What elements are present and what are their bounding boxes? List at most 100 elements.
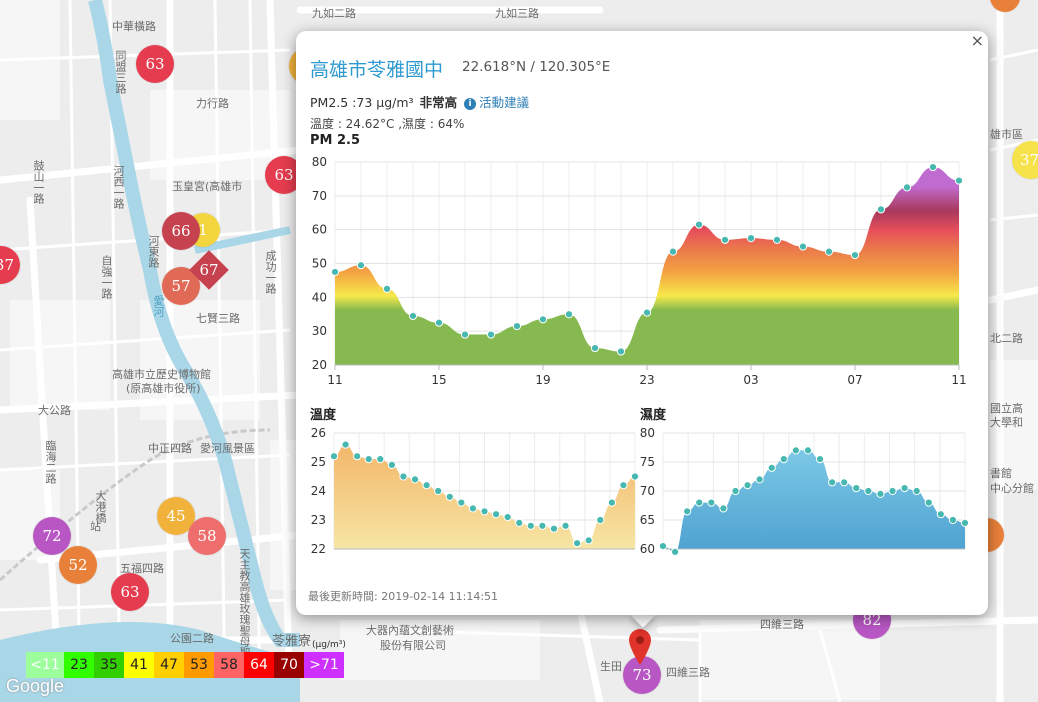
legend-item: 41 (124, 652, 154, 678)
legend-item: 23 (64, 652, 94, 678)
station-coords: 22.618°N / 120.305°E (462, 59, 611, 75)
map-label: 四維三路 (666, 666, 710, 679)
y-tick-label: 25 (311, 455, 326, 469)
legend-item: <11 (26, 652, 64, 678)
info-icon[interactable]: i (464, 98, 477, 110)
data-point (888, 486, 897, 496)
legend-unit: (µg/m³) (312, 640, 346, 650)
map-label: 臨海二路 (44, 440, 57, 484)
data-point (767, 463, 776, 472)
y-tick-label: 40 (312, 290, 327, 304)
data-point (356, 261, 366, 270)
data-point (900, 484, 909, 493)
map-label: 中華橫路 (112, 20, 156, 33)
map-label: 鼓山一路 (32, 160, 45, 204)
data-point (491, 510, 501, 519)
y-tick-label: 60 (640, 542, 655, 556)
data-point (584, 536, 593, 545)
data-point (695, 498, 704, 507)
map-label: 河西一路 (112, 165, 125, 209)
aqi-marker[interactable]: 73 (623, 656, 661, 694)
y-tick-label: 22 (311, 542, 326, 556)
data-point (743, 481, 752, 490)
x-tick-label: 23 (639, 373, 654, 387)
data-point (341, 440, 350, 449)
aqi-marker[interactable]: 52 (59, 546, 97, 584)
legend-item: 35 (94, 652, 124, 678)
data-point (852, 484, 861, 493)
data-point (670, 547, 680, 557)
data-point (954, 176, 964, 185)
legend-item: 47 (154, 652, 184, 678)
map-label: 中正四路 (148, 442, 192, 455)
map-label: 股份有限公司 (380, 639, 446, 652)
aqi-marker[interactable]: 63 (136, 45, 174, 83)
data-point (803, 446, 813, 455)
data-point (590, 343, 600, 353)
location-pin-icon[interactable] (627, 628, 653, 666)
y-tick-label: 26 (311, 426, 326, 440)
map-label: 公園二路 (170, 632, 214, 645)
aqi-marker[interactable]: 58 (188, 517, 226, 555)
map-label: 高雄市立歷史博物館 (112, 368, 211, 381)
map-label: 天主教高雄玫瑰聖母聖殿 (238, 548, 251, 669)
pm-chart-title: PM 2.5 (310, 133, 361, 148)
popup-tip-cover (626, 596, 660, 614)
station-name: 高雄市苓雅國中 (310, 59, 444, 81)
y-tick-label: 50 (312, 257, 327, 271)
map-label: (原高雄市役所) (126, 382, 201, 395)
close-icon[interactable]: × (970, 31, 984, 50)
data-point (503, 513, 512, 522)
activity-advice-link[interactable]: 活動建議 (479, 95, 530, 110)
map-label: 九如二路 (312, 7, 356, 20)
aqi-marker[interactable] (990, 0, 1020, 12)
x-tick-label: 03 (743, 373, 758, 387)
data-point (630, 472, 640, 481)
data-point (515, 518, 524, 527)
data-point (616, 347, 626, 356)
area-fill (663, 450, 965, 552)
data-point (948, 515, 958, 525)
map-label: 中心分館 (990, 482, 1034, 495)
data-point (480, 507, 489, 516)
x-tick-label: 11 (951, 373, 966, 387)
map-label: 四維三路 (760, 618, 804, 631)
y-tick-label: 75 (640, 455, 655, 469)
aqi-marker[interactable]: 66 (162, 212, 200, 250)
pm-level: 非常高 (419, 95, 458, 110)
map-label: 苓雅寮 (272, 634, 312, 649)
data-point (924, 498, 933, 507)
map-label: 大港橋 (94, 490, 107, 523)
data-point (720, 235, 730, 244)
map-label: 大公路 (38, 404, 71, 417)
map-label: 成功一路 (264, 250, 277, 294)
y-tick-label: 80 (640, 426, 655, 440)
aqi-diamond-marker[interactable]: 67 (189, 250, 229, 290)
data-point (755, 475, 764, 484)
data-point (798, 242, 808, 251)
data-point (707, 498, 716, 507)
data-point (399, 472, 408, 481)
data-point (512, 321, 522, 331)
hum-chart-title: 濕度 (640, 408, 667, 423)
y-tick-label: 65 (640, 513, 655, 527)
aqi-marker[interactable]: 37 (0, 246, 20, 284)
pm25-legend: <11 23 35 41 47 53 58 64 70 >71 (26, 652, 344, 678)
area-fill (334, 444, 635, 549)
aqi-marker[interactable]: 37 (1012, 141, 1038, 179)
map-label: 玉皇宮(高雄市 (172, 180, 243, 193)
data-point (573, 539, 582, 548)
data-point (364, 455, 373, 464)
data-point (815, 455, 825, 464)
data-point (772, 235, 782, 244)
map-label: 自強一路 (100, 255, 113, 299)
y-tick-label: 24 (311, 484, 326, 498)
map-label: 大學和 (990, 416, 1023, 429)
data-point (353, 452, 362, 461)
map-label: 書館 (990, 467, 1012, 480)
data-point (408, 311, 418, 321)
data-point (329, 452, 339, 461)
aqi-marker[interactable]: 63 (111, 573, 149, 611)
aqi-marker[interactable]: 72 (33, 517, 71, 555)
